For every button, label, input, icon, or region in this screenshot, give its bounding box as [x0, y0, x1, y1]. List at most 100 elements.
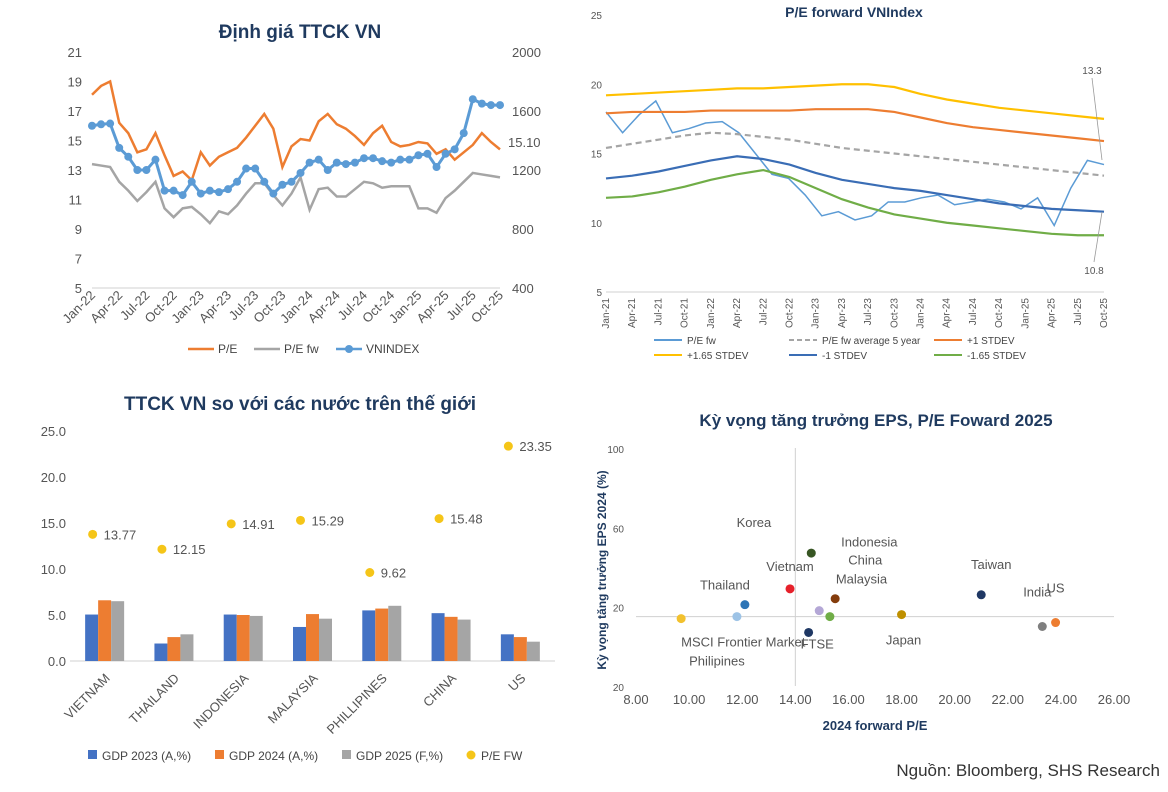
pefw-data-label: 23.35 [519, 439, 552, 454]
x-axis-label: 2024 forward P/E [823, 718, 928, 733]
x-tick-label: 12.00 [726, 692, 759, 707]
pefw-marker [365, 567, 375, 577]
vnindex-marker [106, 119, 115, 128]
pefw-marker [157, 544, 167, 554]
scatter-point [785, 584, 795, 594]
annotation-label: 13.3 [1082, 66, 1102, 77]
y-tick-label: 15 [68, 134, 82, 149]
annotation-leader [1093, 211, 1103, 263]
legend-marker [345, 345, 353, 353]
y-tick-label: 17 [68, 104, 82, 119]
y-tick-label: 7 [75, 252, 82, 267]
series-line-+1.65 STDEV [605, 83, 1105, 120]
legend-swatch [466, 750, 476, 760]
x-tick-label: 24.00 [1045, 692, 1078, 707]
vnindex-marker [151, 155, 160, 164]
x-tick-label: Oct-24 [994, 298, 1005, 328]
point-label: US [1047, 581, 1065, 596]
pefw-marker [226, 519, 236, 529]
series-line-P/E [91, 79, 501, 183]
scatter-point [804, 627, 814, 637]
scatter-point [976, 590, 986, 600]
y-tick-label: 25.0 [41, 424, 66, 439]
vnindex-marker [178, 191, 187, 200]
bar-GDP 2024 (A,%) [444, 616, 458, 661]
y-tick-label: 10.0 [41, 562, 66, 577]
annotation-label: 15.10 [508, 135, 541, 150]
vnindex-marker [378, 157, 387, 166]
bar-GDP 2025 (F,%) [180, 634, 194, 661]
y-tick-label: 20 [613, 683, 625, 694]
legend-label: -1.65 STDEV [967, 351, 1026, 362]
pefw-marker [88, 529, 98, 539]
pefw-data-label: 9.62 [381, 565, 406, 580]
point-label: MSCI Frontier Market [681, 635, 806, 650]
bar-GDP 2025 (F,%) [388, 605, 402, 661]
vnindex-marker [124, 152, 133, 161]
vnindex-marker [405, 155, 414, 164]
x-tick-label: Jan-24 [916, 298, 927, 329]
scatter-point [897, 610, 907, 620]
chart-eps-scatter: Kỳ vọng tăng trưởng EPS, P/E Foward 2025… [584, 390, 1168, 787]
legend-label: +1 STDEV [967, 336, 1015, 347]
bar-GDP 2025 (F,%) [526, 641, 540, 661]
x-tick-label: Jul-25 [1073, 298, 1084, 326]
bar-GDP 2023 (A,%) [362, 610, 376, 661]
x-tick-label: Oct-21 [680, 298, 691, 328]
vnindex-marker [142, 166, 151, 174]
pefw-data-label: 12.15 [173, 542, 206, 557]
x-tick-label: Jan-21 [601, 298, 612, 329]
legend-swatch [215, 750, 224, 759]
x-tick-label: MALAYSIA [265, 670, 321, 726]
scatter-point [1051, 618, 1061, 628]
pefw-data-label: 15.48 [450, 512, 483, 527]
bar-GDP 2023 (A,%) [293, 626, 306, 661]
x-tick-label: Apr-23 [837, 298, 848, 328]
y-tick-label: 11 [69, 193, 83, 208]
vnindex-marker [187, 177, 196, 186]
point-label: Indonesia [841, 535, 898, 550]
x-tick-label: Jul-22 [758, 298, 769, 326]
vnindex-marker [432, 163, 441, 172]
bar-GDP 2024 (A,%) [236, 615, 250, 661]
legend-label: P/E fw average 5 year [822, 336, 921, 347]
point-label: Malaysia [836, 572, 888, 587]
point-label: China [848, 553, 883, 568]
x-tick-label: 18.00 [885, 692, 918, 707]
scatter-point [676, 614, 686, 624]
bar-GDP 2023 (A,%) [154, 643, 168, 661]
series-line-VNINDEX [91, 97, 500, 197]
vnindex-marker [251, 164, 260, 173]
scatter-point [732, 612, 742, 622]
y-axis-label: Kỳ vọng tăng trưởng EPS 2024 (%) [595, 470, 609, 669]
scatter-point [830, 594, 840, 604]
vnindex-marker [414, 151, 423, 160]
legend-label: VNINDEX [366, 342, 419, 356]
pefw-data-label: 15.29 [312, 513, 345, 528]
bar-GDP 2024 (A,%) [513, 637, 527, 661]
bar-GDP 2023 (A,%) [500, 634, 514, 661]
annotation-leader [1091, 77, 1103, 161]
bar-GDP 2023 (A,%) [85, 614, 99, 661]
legend-label: -1 STDEV [822, 351, 867, 362]
y-tick-label: 21 [68, 45, 82, 60]
x-tick-label: 14.00 [779, 692, 812, 707]
y-tick-label: 13 [68, 163, 82, 178]
x-tick-label: INDONESIA [190, 670, 251, 731]
x-tick-label: VIETNAM [61, 671, 112, 722]
point-label: Thailand [700, 578, 750, 593]
legend-label: P/E fw [284, 342, 319, 356]
scatter-point [1037, 622, 1047, 631]
y-tick-label: 15.0 [41, 516, 66, 531]
chart-pe-forward-svg: P/E forward VNIndex 5 10 15 20 25 Jan-21 Apr-21… [591, 4, 1110, 362]
vnindex-marker [260, 177, 269, 186]
pefw-data-label: 13.77 [104, 527, 137, 542]
vnindex-marker [214, 188, 223, 197]
vnindex-marker [323, 166, 332, 174]
x-tick-label: Jul-24 [968, 298, 979, 326]
vnindex-marker [287, 177, 296, 186]
chart-gdp-comparison: TTCK VN so với các nước trên thế giới 0.0… [0, 390, 584, 787]
pefw-marker [434, 514, 444, 524]
source-note: Nguồn: Bloomberg, SHS Research [896, 761, 1160, 780]
x-tick-label: Jan-22 [706, 298, 717, 329]
